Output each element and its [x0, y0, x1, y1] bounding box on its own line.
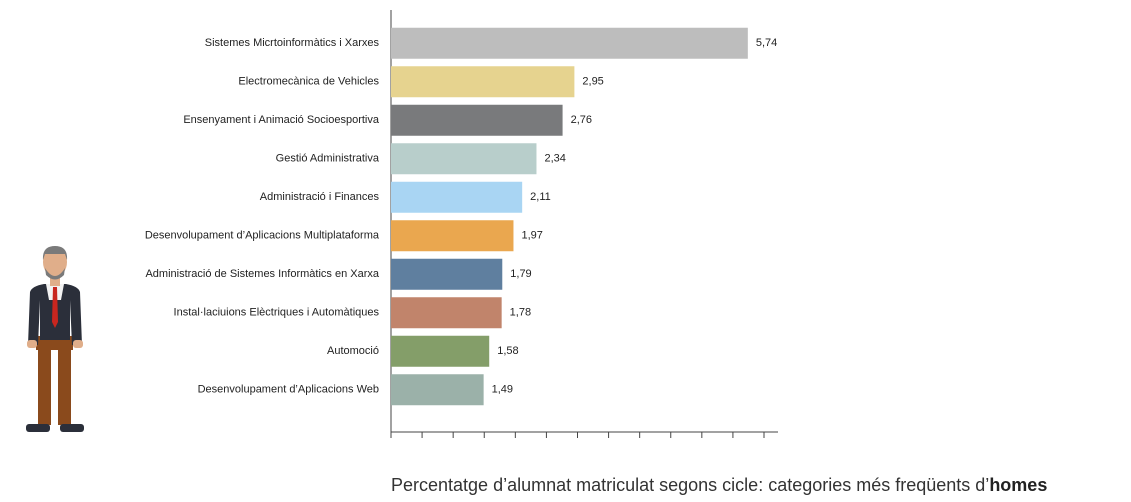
value-label: 2,34 [544, 153, 565, 165]
bar [391, 105, 563, 136]
value-label: 5,74 [756, 37, 777, 49]
category-label: Administració i Finances [260, 191, 380, 203]
category-label: Desenvolupament d’Aplicacions Web [198, 384, 379, 396]
value-label: 1,79 [510, 268, 531, 280]
value-label: 2,76 [571, 114, 592, 126]
category-label: Electromecànica de Vehicles [238, 76, 379, 88]
bar [391, 297, 502, 328]
bar [391, 374, 484, 405]
bar [391, 259, 502, 290]
category-label: Administració de Sistemes Informàtics en… [145, 268, 379, 280]
bar [391, 66, 574, 97]
category-label: Automoció [327, 345, 379, 357]
value-label: 2,95 [582, 76, 603, 88]
value-label: 2,11 [530, 191, 551, 203]
title-emphasis: homes [989, 475, 1047, 495]
chart: Percentatge d’alumnat matriculat segons … [0, 0, 1131, 502]
bar [391, 336, 489, 367]
value-label: 1,58 [497, 345, 518, 357]
bar [391, 28, 748, 59]
category-label: Instal·laciuions Elèctriques i Automàtiq… [174, 307, 380, 319]
title-text: Percentatge d’alumnat matriculat segons … [391, 475, 989, 495]
category-label: Desenvolupament d’Aplicacions Multiplata… [145, 230, 380, 242]
chart-title: Percentatge d’alumnat matriculat segons … [391, 475, 1047, 495]
value-label: 1,97 [521, 230, 542, 242]
bar [391, 220, 513, 251]
category-label: Gestió Administrativa [276, 153, 380, 165]
man-icon [26, 246, 84, 432]
bar [391, 182, 522, 213]
category-label: Sistemes Micrtoinformàtics i Xarxes [205, 37, 380, 49]
category-label: Ensenyament i Animació Socioesportiva [183, 114, 380, 126]
bar [391, 143, 536, 174]
value-label: 1,49 [492, 384, 513, 396]
value-label: 1,78 [510, 307, 531, 319]
